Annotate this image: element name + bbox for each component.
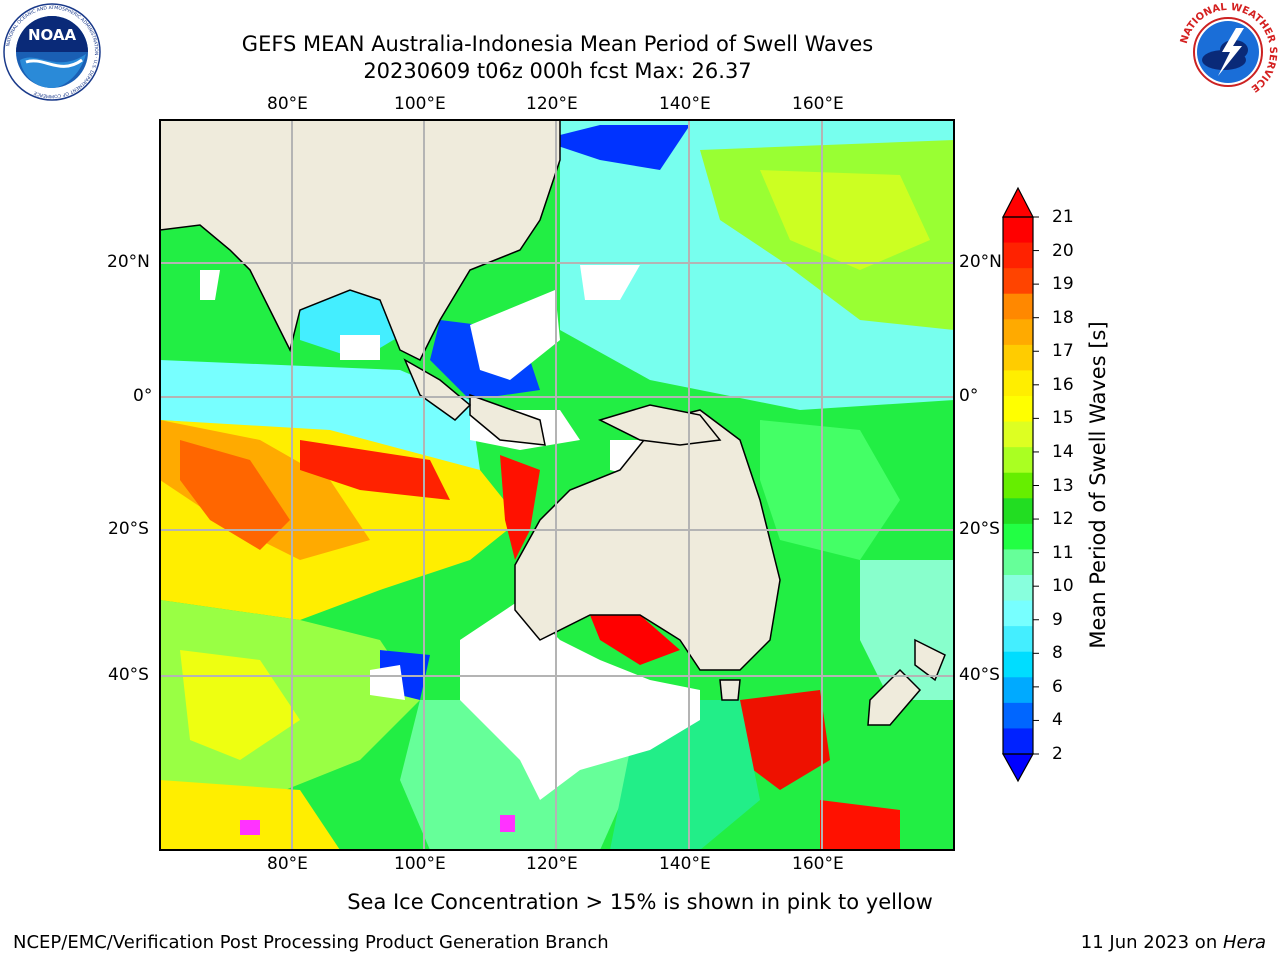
noaa-logo-text: NOAA	[28, 26, 77, 44]
lat-lon-grid	[160, 120, 954, 850]
lon-label-bottom-160e: 160°E	[792, 854, 844, 874]
colorbar-tick-label: 15	[1052, 408, 1074, 429]
lon-label-top-140e: 140°E	[659, 94, 711, 114]
lat-label-left-0: 0°	[133, 386, 153, 406]
footer-machine: Hera	[1222, 932, 1266, 953]
colorbar-tick-label: 19	[1052, 274, 1074, 295]
lat-label-left-20s: 20°S	[108, 519, 149, 539]
colorbar-tick-label: 21	[1052, 207, 1074, 227]
colorbar-segment	[1003, 447, 1033, 474]
colorbar-segment	[1003, 370, 1033, 397]
lon-label-bottom-120e: 120°E	[526, 854, 578, 874]
colorbar-tick-label: 13	[1052, 475, 1074, 496]
colorbar-segment	[1003, 600, 1033, 627]
lat-label-right-20s: 20°S	[959, 519, 1000, 539]
australia-landmass	[514, 409, 781, 671]
lon-label-top-160e: 160°E	[792, 94, 844, 114]
lat-label-right-40s: 40°S	[959, 665, 1000, 685]
lon-label-top-80e: 80°E	[267, 94, 308, 114]
footer-credit: NCEP/EMC/Verification Post Processing Pr…	[13, 932, 609, 953]
colorbar-tick-label: 8	[1052, 643, 1063, 664]
new-zealand-north-island	[914, 638, 946, 682]
colorbar-segment	[1003, 702, 1033, 729]
colorbar-tick-label: 2	[1052, 744, 1063, 764]
colorbar-tick-label: 14	[1052, 441, 1074, 462]
colorbar-tick-label: 18	[1052, 307, 1074, 328]
colorbar-segment	[1003, 651, 1033, 678]
colorbar-tick-label: 16	[1052, 374, 1074, 395]
colorbar-tick-label: 6	[1052, 676, 1063, 697]
colorbar-tick-label: 10	[1052, 576, 1074, 597]
colorbar	[1001, 186, 1039, 783]
colorbar-tick-label: 9	[1052, 609, 1063, 630]
colorbar-segment	[1003, 728, 1033, 755]
colorbar-segment	[1003, 626, 1033, 653]
colorbar-top-arrow	[1002, 186, 1034, 218]
noaa-logo: NOAA NATIONAL OCEANIC AND ATMOSPHERIC AD…	[2, 2, 102, 102]
colorbar-segment	[1003, 472, 1033, 499]
asia-landmass	[160, 120, 561, 362]
colorbar-tick-label: 4	[1052, 710, 1063, 731]
lat-label-right-20n: 20°N	[959, 252, 1002, 272]
lon-label-bottom-80e: 80°E	[267, 854, 308, 874]
colorbar-bottom-arrow	[1001, 753, 1035, 783]
nws-logo: NATIONAL WEATHER SERVICE	[1178, 2, 1278, 102]
borneo-java-landmass	[469, 393, 546, 446]
footer-date: 11 Jun 2023 on Hera	[1081, 932, 1266, 953]
chart-title-line1: GEFS MEAN Australia-Indonesia Mean Perio…	[241, 32, 874, 56]
colorbar-segment	[1003, 575, 1033, 602]
tasmania	[719, 679, 741, 701]
lat-label-left-40s: 40°S	[108, 665, 149, 685]
sea-ice-note: Sea Ice Concentration > 15% is shown in …	[347, 890, 933, 914]
colorbar-segment	[1003, 396, 1033, 423]
map-frame	[159, 119, 955, 851]
colorbar-tick-label: 11	[1052, 542, 1074, 563]
colorbar-segment	[1003, 242, 1033, 269]
colorbar-segment	[1003, 677, 1033, 704]
colorbar-segment	[1003, 344, 1033, 371]
colorbar-segment	[1003, 498, 1033, 525]
lon-label-top-100e: 100°E	[394, 94, 446, 114]
footer-date-prefix: 11 Jun 2023 on	[1080, 932, 1223, 953]
lon-label-bottom-100e: 100°E	[394, 854, 446, 874]
colorbar-segment	[1003, 268, 1033, 295]
lon-label-bottom-140e: 140°E	[659, 854, 711, 874]
colorbar-segment	[1003, 293, 1033, 320]
colorbar-segment	[1003, 217, 1033, 244]
colorbar-segment	[1003, 523, 1033, 550]
colorbar-segment	[1003, 319, 1033, 346]
lat-label-left-20n: 20°N	[107, 252, 150, 272]
colorbar-title: Mean Period of Swell Waves [s]	[1086, 321, 1110, 649]
colorbar-tick-label: 20	[1052, 240, 1074, 261]
land-masses	[160, 120, 946, 726]
lat-label-right-0: 0°	[959, 386, 979, 406]
chart-title-line2: 20230609 t06z 000h fcst Max: 26.37	[363, 59, 752, 83]
colorbar-tick-label: 12	[1052, 509, 1074, 530]
sumatra-landmass	[403, 358, 472, 421]
colorbar-segment	[1003, 421, 1033, 448]
swell-field	[160, 120, 954, 850]
colorbar-segment	[1003, 549, 1033, 576]
lon-label-top-120e: 120°E	[526, 94, 578, 114]
colorbar-tick-label: 17	[1052, 341, 1074, 362]
